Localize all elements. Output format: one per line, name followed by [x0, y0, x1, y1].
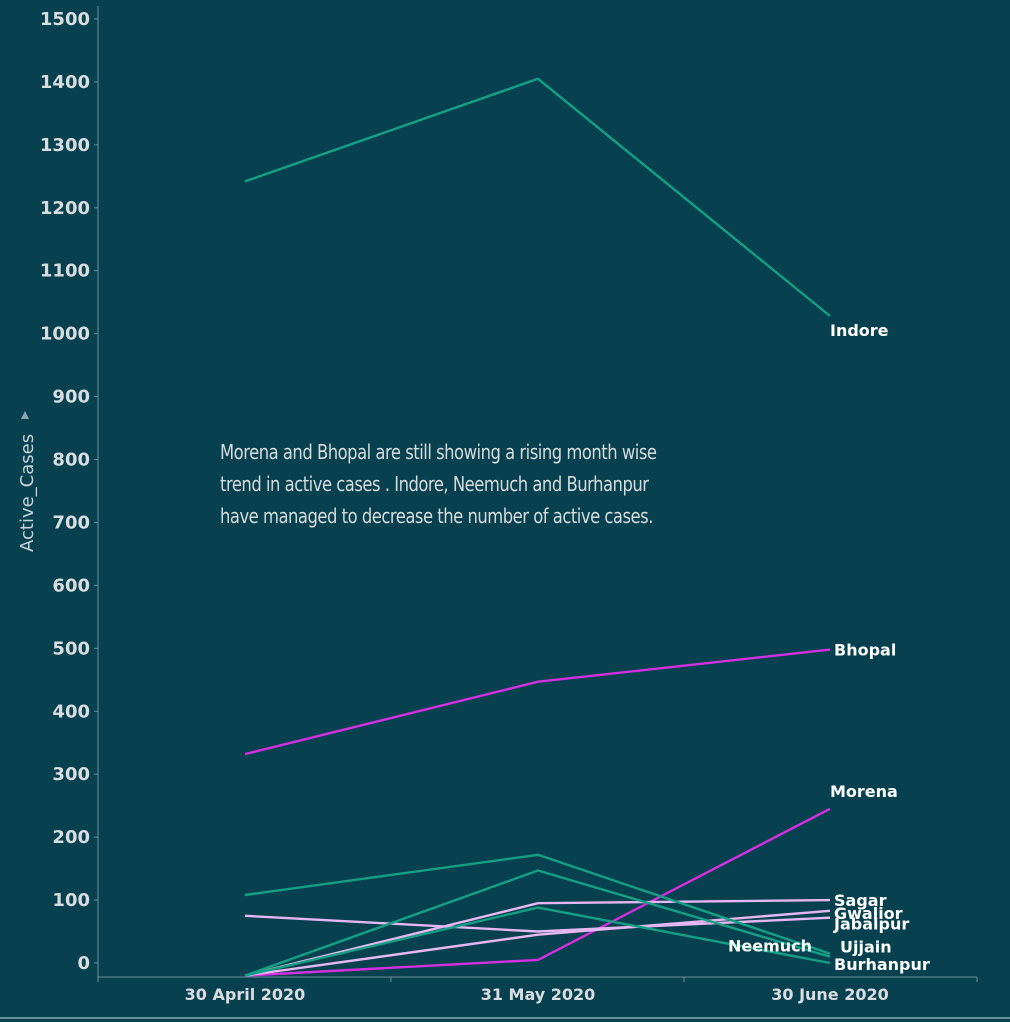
y-tick-label: 1400	[40, 72, 90, 93]
series-line-gwalior[interactable]	[244, 909, 831, 977]
series-line-neemuch[interactable]	[244, 853, 831, 955]
series-line-bhopal[interactable]	[244, 648, 831, 756]
y-tick-label: 300	[52, 764, 90, 785]
series-label-sagar: Sagar	[834, 891, 887, 910]
y-axis-title: Active_Cases	[17, 434, 38, 552]
series-line-morena[interactable]	[244, 807, 831, 977]
series-lines	[244, 77, 831, 977]
series-label-ujjain: Ujjain	[840, 938, 892, 957]
bottom-divider	[0, 1017, 1010, 1019]
y-tick-label: 600	[52, 575, 90, 596]
y-tick-label: 1100	[40, 261, 90, 282]
series-line-burhanpur[interactable]	[244, 906, 831, 977]
y-tick-label: 200	[52, 827, 90, 848]
series-label-gwalior: Gwalior	[834, 904, 903, 923]
y-axis: 0 100 200 300 400 500 600 700 800 900 1000 1100 1200…	[40, 6, 99, 977]
series-line-sagar[interactable]	[244, 898, 831, 977]
series-label-morena: Morena	[830, 782, 898, 801]
series-label-neemuch: Neemuch	[728, 937, 812, 956]
y-tick-label: 1200	[40, 198, 90, 219]
y-tick-label: 800	[52, 450, 90, 471]
x-tick-label: 30 April 2020	[185, 985, 306, 1004]
y-tick-label: 1000	[40, 324, 90, 345]
series-line-ujjain[interactable]	[244, 869, 831, 977]
series-label-burhanpur: Burhanpur	[834, 955, 930, 974]
x-tick-label: 30 June 2020	[771, 985, 889, 1004]
sort-icon[interactable]	[21, 411, 29, 419]
series-label-jabalpur: Jabalpur	[833, 915, 909, 934]
series-label-bhopal: Bhopal	[834, 641, 896, 660]
y-tick-label: 400	[52, 701, 90, 722]
x-axis: 30 April 2020 31 May 2020 30 June 2020	[97, 976, 978, 1004]
annotation-text: Morena and Bhopal are still showing a ri…	[220, 440, 657, 528]
y-tick-label: 1500	[40, 9, 90, 30]
y-tick-label: 1300	[40, 135, 90, 156]
y-tick-label: 700	[52, 512, 90, 533]
y-tick-label: 500	[52, 638, 90, 659]
y-tick-label: 100	[52, 890, 90, 911]
series-line-jabalpur[interactable]	[244, 914, 831, 933]
series-line-indore[interactable]	[244, 77, 831, 317]
x-tick-label: 31 May 2020	[481, 985, 596, 1004]
y-tick-label: 0	[77, 953, 90, 974]
series-label-indore: Indore	[830, 321, 889, 340]
y-tick-label: 900	[52, 387, 90, 408]
